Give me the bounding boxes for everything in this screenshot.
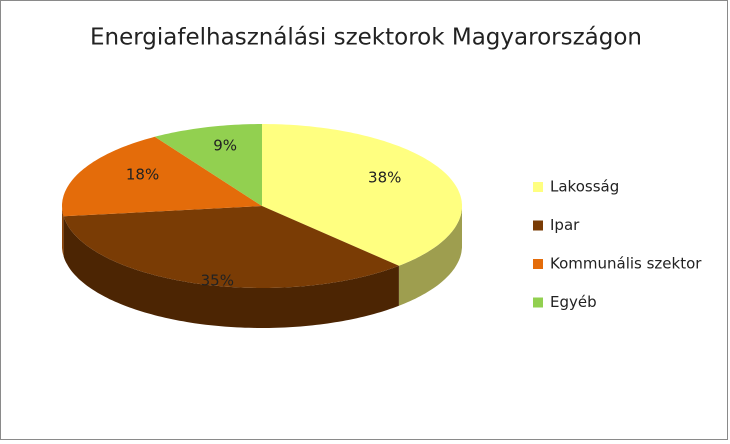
data-label: 35% <box>201 271 234 289</box>
pie-slice <box>154 124 262 206</box>
pie-side <box>62 206 64 257</box>
legend-swatch <box>533 220 543 231</box>
pie-slice <box>62 136 262 217</box>
data-label: 38% <box>368 169 401 187</box>
pie-slice <box>262 124 462 266</box>
data-label: 9% <box>213 137 237 155</box>
legend-label: Lakosság <box>550 178 619 196</box>
legend-label: Egyéb <box>550 293 597 311</box>
pie-side <box>398 206 462 306</box>
pie-side <box>63 216 399 328</box>
data-label: 18% <box>126 165 159 183</box>
legend-label: Ipar <box>550 216 580 234</box>
legend-swatch <box>533 297 543 308</box>
pie-slice <box>63 206 399 288</box>
chart-title: Energiafelhasználási szektorok Magyarors… <box>90 25 642 51</box>
legend-label: Kommunális szektor <box>550 255 702 273</box>
legend-swatch <box>533 259 543 269</box>
legend-swatch <box>533 182 543 192</box>
